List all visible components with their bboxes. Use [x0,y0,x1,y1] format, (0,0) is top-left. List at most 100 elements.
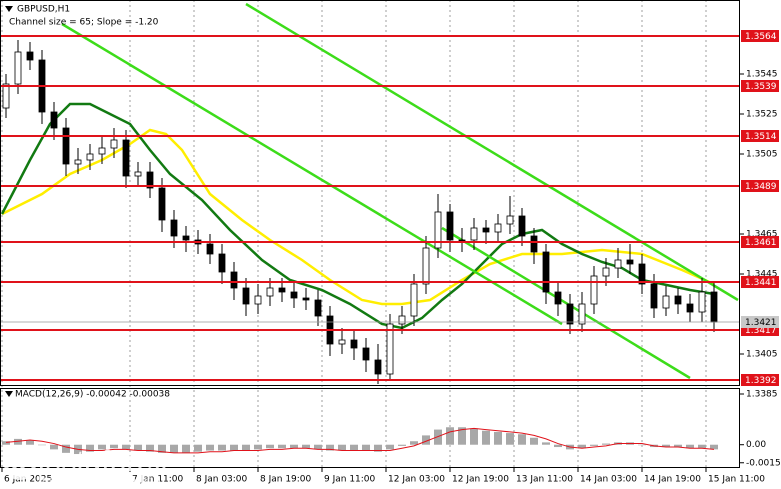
x-tick-label: 15 Jan 11:00 [708,475,765,485]
candle-body [410,283,418,317]
candle-body [530,235,538,253]
x-tick-label: 14 Jan 03:00 [580,475,637,485]
candle-body [494,223,502,233]
chart-subtitle: Channel size = 65; Slope = -1.20 [9,18,159,28]
y-tick-label: 1.3525 [746,110,778,120]
macd-bar [194,444,202,452]
candle-body [602,267,610,277]
x-tick-label: 14 Jan 19:00 [644,475,701,485]
macd-bar [38,444,46,446]
price-pane [0,2,740,384]
candle-body [290,291,298,299]
y-tick-label: -0.00155 [746,458,781,468]
candle-body [638,263,646,285]
macd-bar [398,444,406,446]
candle-body [686,303,694,313]
macd-bar [374,444,382,452]
macd-bar [110,444,118,449]
y-tick-label: 1.3405 [746,350,778,360]
level-label: 1.3441 [745,278,777,288]
macd-bar [146,444,154,452]
macd-bar [434,429,442,445]
candle-body [230,271,238,289]
candle-body [710,291,718,323]
candle-body [626,259,634,265]
macd-bar [242,444,250,451]
candle-body [350,339,358,349]
candle-body [50,111,58,129]
watermark: instaforex Instant Forex Trading [4,445,168,487]
macd-bar [470,428,478,445]
candle-body [398,315,406,325]
candle-body [218,253,226,273]
candle-body [254,295,262,305]
candle-body [458,239,466,242]
macd-bar [458,427,466,445]
macd-pane [2,427,718,455]
macd-bar [710,444,718,450]
macd-bar [590,444,598,446]
macd-bar [158,444,166,453]
candle-body [422,247,430,285]
candle-body [158,187,166,221]
candle-body [674,295,682,305]
x-tick-label: 6 Jan 2025 [4,475,52,485]
macd-bar [98,444,106,450]
x-tick-label: 9 Jan 11:00 [324,475,376,485]
macd-bar [170,444,178,453]
current-price-label: 1.3421 [745,318,777,328]
macd-bar [230,444,238,451]
symbol-icon [5,6,13,12]
macd-bar [506,433,514,445]
level-label: 1.3461 [745,238,777,248]
x-tick-label: 8 Jan 03:00 [196,475,248,485]
macd-bar [698,444,706,449]
candle-body [566,303,574,325]
candle-body [314,299,322,317]
macd-bar [254,444,262,450]
candle-body [206,243,214,255]
macd-bar [494,431,502,445]
level-label: 1.3514 [745,132,777,142]
macd-bar [578,444,586,449]
candle-body [374,359,382,375]
candle-body [338,339,346,345]
macd-bar [206,444,214,451]
candle-body [662,295,670,309]
macd-bar [314,444,322,450]
macd-bar [326,444,334,451]
macd-bar [638,444,646,446]
candle-body [506,215,514,225]
indicator-line [245,2,739,302]
level-label-bg [741,180,779,192]
x-tick-label: 12 Jan 19:00 [452,475,509,485]
macd-bar [26,440,34,445]
candle-body [242,287,250,305]
y-tick-label: 1.3385 [746,390,778,400]
axis: 6 Jan 2025 7 Jan 11:00 8 Jan 03:00 8 Jan 19… [1,30,781,485]
candle-body [26,51,34,61]
macd-bar [530,437,538,445]
level-label: 1.3539 [745,82,777,92]
level-label: 1.3417 [745,326,777,336]
macd-bar [278,444,286,449]
macd-bar [2,441,10,445]
candle-body [386,323,394,375]
candle-body [266,287,274,297]
level-label: 1.3489 [745,182,777,192]
level-label: 1.3392 [745,376,777,386]
y-tick-label: 0.00 [746,440,766,450]
y-tick-label: 1.3545 [746,70,778,80]
candle-body [518,215,526,237]
macd-bar [362,444,370,451]
macd-bar [482,430,490,445]
grid [1,0,707,468]
candle-body [362,347,370,361]
macd-title: MACD(12,26,9) -0.00042 -0.00038 [15,390,170,400]
macd-bar [674,444,682,448]
macd-bar [86,444,94,452]
macd-bar [182,444,190,453]
